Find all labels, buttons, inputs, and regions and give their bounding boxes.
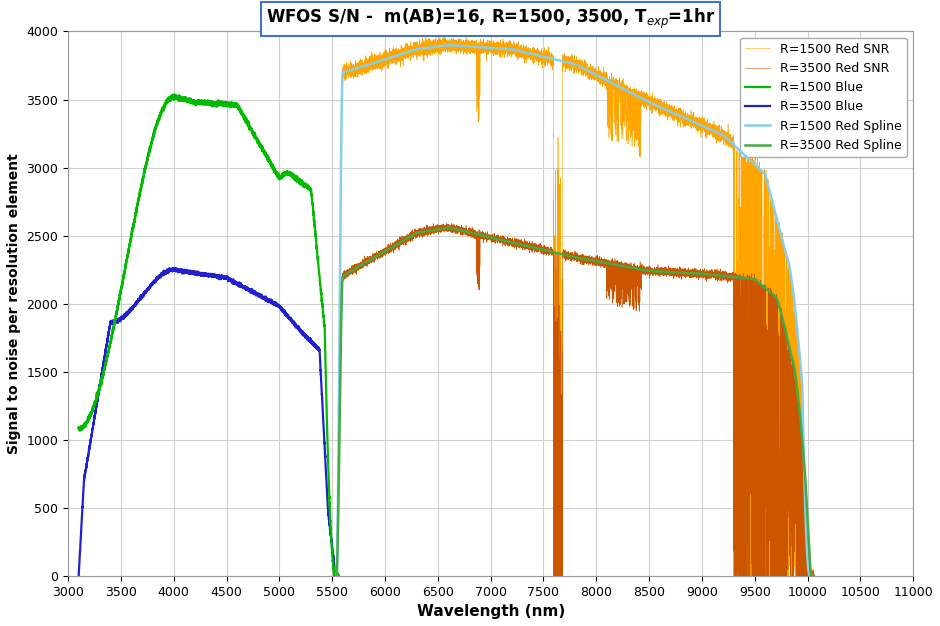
- R=3500 Blue: [300, 332, 311, 339]
- R=1500 Red Spline: [808, 572, 820, 580]
- R=1500 Red Spline: [443, 41, 454, 49]
- R=1500 Blue: [328, 565, 339, 572]
- Line: R=3500 Red SNR: R=3500 Red SNR: [337, 223, 814, 576]
- R=1500 Red SNR: [331, 572, 342, 580]
- R=3500 Red SNR: [575, 257, 587, 265]
- Line: R=3500 Red Spline: R=3500 Red Spline: [337, 227, 814, 576]
- Line: R=1500 Blue: R=1500 Blue: [79, 95, 338, 576]
- R=3500 Red Spline: [535, 245, 546, 253]
- R=1500 Red Spline: [678, 114, 689, 121]
- R=3500 Red Spline: [808, 572, 820, 580]
- Y-axis label: Signal to noise per resolution element: Signal to noise per resolution element: [7, 153, 21, 454]
- R=1500 Red Spline: [535, 53, 546, 60]
- R=1500 Blue: [333, 572, 344, 580]
- R=3500 Red Spline: [770, 293, 781, 300]
- Line: R=1500 Red SNR: R=1500 Red SNR: [337, 35, 814, 576]
- R=1500 Blue: [184, 97, 196, 105]
- R=3500 Red Spline: [443, 223, 454, 231]
- Line: R=1500 Red Spline: R=1500 Red Spline: [337, 45, 814, 576]
- R=1500 Blue: [170, 91, 181, 98]
- R=3500 Red Spline: [678, 269, 689, 277]
- R=3500 Red SNR: [621, 289, 633, 296]
- R=3500 Blue: [118, 312, 130, 320]
- R=3500 Red SNR: [331, 570, 342, 578]
- Line: R=3500 Blue: R=3500 Blue: [79, 268, 338, 576]
- R=3500 Red SNR: [454, 226, 465, 233]
- R=1500 Red SNR: [439, 31, 450, 39]
- R=3500 Red SNR: [401, 234, 413, 242]
- R=1500 Blue: [118, 274, 130, 281]
- R=1500 Red Spline: [770, 210, 781, 218]
- R=3500 Blue: [102, 332, 114, 339]
- R=3500 Red Spline: [793, 405, 805, 413]
- R=1500 Red Spline: [557, 58, 569, 65]
- R=1500 Red SNR: [401, 50, 413, 58]
- R=1500 Blue: [102, 348, 114, 356]
- R=3500 Red Spline: [557, 251, 569, 259]
- R=3500 Red SNR: [356, 262, 368, 269]
- R=1500 Red SNR: [454, 43, 465, 51]
- R=3500 Blue: [328, 555, 339, 562]
- R=1500 Red SNR: [808, 568, 820, 576]
- R=3500 Blue: [333, 572, 344, 580]
- R=3500 Red SNR: [582, 255, 593, 263]
- R=3500 Blue: [184, 270, 196, 277]
- R=1500 Red Spline: [331, 572, 342, 580]
- X-axis label: Wavelength (nm): Wavelength (nm): [416, 604, 565, 619]
- R=1500 Red SNR: [356, 61, 368, 69]
- R=3500 Blue: [73, 572, 85, 580]
- R=1500 Blue: [73, 424, 85, 432]
- R=3500 Blue: [173, 265, 184, 273]
- R=1500 Blue: [329, 572, 340, 580]
- R=3500 Red SNR: [808, 570, 820, 577]
- R=1500 Red SNR: [621, 83, 633, 91]
- R=1500 Blue: [173, 96, 184, 104]
- Legend: R=1500 Red SNR, R=3500 Red SNR, R=1500 Blue, R=3500 Blue, R=1500 Red Spline, R=3: R=1500 Red SNR, R=3500 Red SNR, R=1500 B…: [740, 38, 907, 157]
- R=3500 Red SNR: [331, 572, 342, 580]
- R=3500 Red Spline: [331, 572, 342, 580]
- R=1500 Red SNR: [582, 64, 593, 72]
- R=1500 Blue: [300, 182, 311, 189]
- R=1500 Red SNR: [575, 64, 587, 72]
- R=1500 Red Spline: [531, 51, 542, 59]
- R=3500 Blue: [164, 264, 175, 272]
- Title: WFOS S/N -  m(AB)=16, R=1500, 3500, T$_{exp}$=1hr: WFOS S/N - m(AB)=16, R=1500, 3500, T$_{e…: [266, 7, 715, 31]
- R=3500 Red Spline: [531, 245, 542, 252]
- R=1500 Red Spline: [793, 347, 805, 355]
- R=3500 Red SNR: [446, 220, 457, 227]
